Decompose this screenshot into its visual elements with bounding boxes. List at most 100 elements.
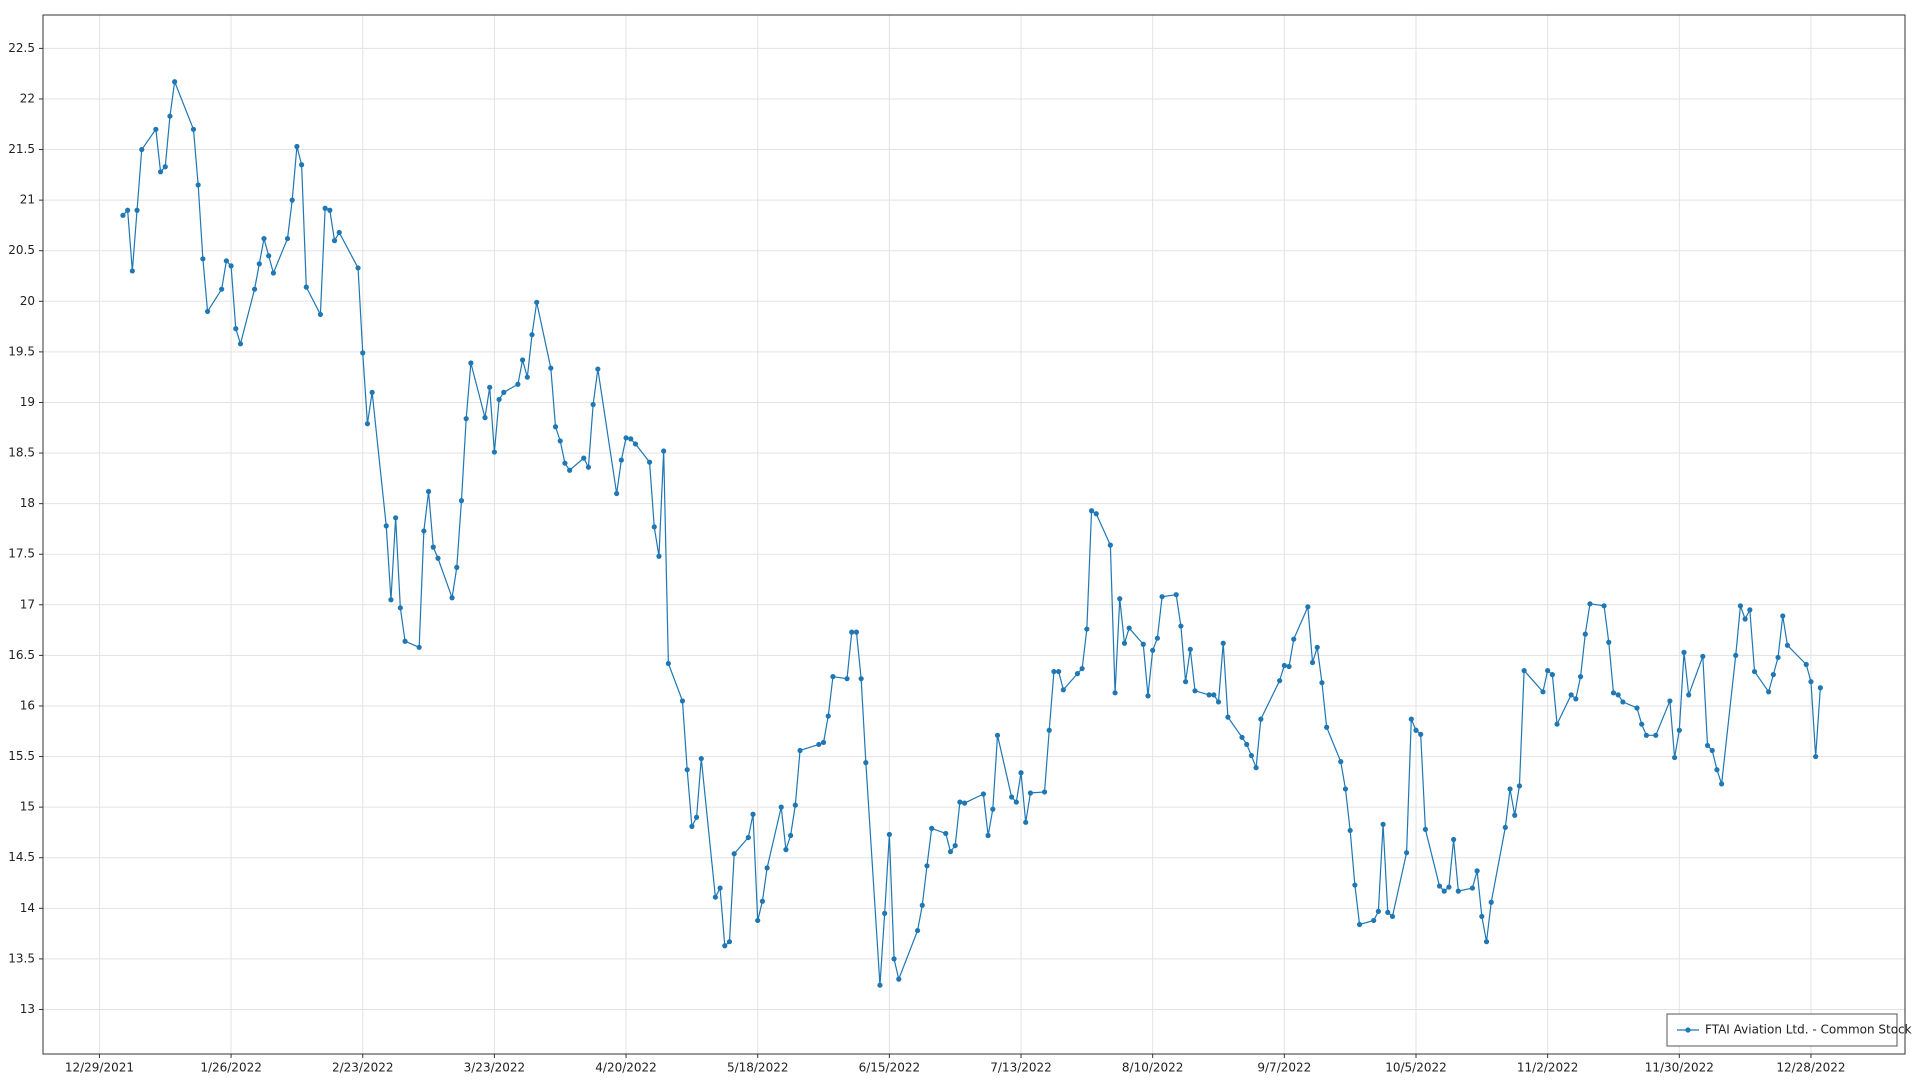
data-point <box>1709 747 1715 754</box>
data-point <box>1060 687 1066 693</box>
data-point <box>463 416 469 422</box>
x-tick-label: 5/18/2022 <box>727 1061 789 1075</box>
data-point <box>830 674 836 680</box>
y-tick-label: 16 <box>20 698 35 712</box>
data-point <box>1027 790 1034 796</box>
data-point <box>1737 603 1744 609</box>
data-point <box>219 286 225 292</box>
data-point <box>1770 672 1776 678</box>
data-point <box>1620 699 1626 705</box>
data-point <box>914 927 921 934</box>
data-point <box>120 212 126 218</box>
data-point <box>1206 692 1212 698</box>
data-point <box>1140 641 1146 647</box>
data-point <box>289 197 295 203</box>
data-point <box>924 863 930 869</box>
data-point <box>632 441 639 447</box>
data-point <box>985 832 991 839</box>
data-point <box>562 460 568 466</box>
y-tick-label: 14.5 <box>8 850 35 864</box>
legend-box <box>1666 1013 1898 1047</box>
data-point <box>628 436 634 442</box>
data-point <box>661 448 667 454</box>
data-point <box>1088 508 1095 514</box>
data-point <box>1742 616 1748 622</box>
data-point <box>1469 885 1476 891</box>
data-point <box>820 739 827 746</box>
data-point <box>1220 640 1226 646</box>
data-point <box>322 205 328 211</box>
data-point <box>844 676 850 682</box>
data-point <box>1582 631 1588 637</box>
data-point <box>1413 727 1419 733</box>
data-point <box>1775 654 1781 661</box>
data-point <box>947 849 954 855</box>
data-point <box>1474 868 1480 874</box>
data-point <box>195 182 201 188</box>
data-point <box>1549 672 1555 678</box>
data-point <box>1667 698 1673 704</box>
data-point <box>167 113 173 119</box>
data-point <box>251 286 258 292</box>
data-point <box>284 235 291 242</box>
y-tick-label: 22.5 <box>8 41 35 55</box>
data-point <box>1112 690 1118 696</box>
data-point <box>458 498 465 504</box>
data-point <box>1784 642 1791 648</box>
x-tick-label: 12/29/2021 <box>65 1061 134 1075</box>
data-point <box>623 435 629 441</box>
data-point <box>651 524 657 530</box>
data-point <box>1380 821 1386 827</box>
data-point <box>693 814 700 820</box>
data-point <box>1587 601 1593 607</box>
data-point <box>1577 674 1584 680</box>
data-point <box>515 381 521 387</box>
data-point <box>1324 724 1330 730</box>
x-tick-label: 10/5/2022 <box>1385 1061 1447 1075</box>
data-point <box>1018 770 1024 776</box>
data-point <box>1117 596 1123 602</box>
data-point <box>1084 626 1090 632</box>
data-point <box>665 660 671 667</box>
data-point <box>421 528 427 534</box>
data-point <box>994 732 1001 738</box>
data-point <box>797 747 803 754</box>
data-point <box>270 270 276 276</box>
data-point <box>1046 727 1052 733</box>
data-point <box>783 847 789 853</box>
data-point <box>552 424 559 430</box>
data-point <box>1182 679 1189 685</box>
data-point <box>614 490 620 497</box>
data-point <box>1502 824 1508 830</box>
data-point <box>1385 909 1391 915</box>
data-point <box>157 169 164 175</box>
legend-swatch-dot <box>1685 1027 1691 1033</box>
data-point <box>134 207 140 213</box>
data-point <box>1244 741 1250 748</box>
data-point <box>731 851 737 857</box>
data-point <box>355 265 361 271</box>
data-point <box>1488 899 1494 905</box>
data-point <box>1676 727 1682 733</box>
data-point <box>454 564 460 570</box>
data-point <box>129 268 135 274</box>
data-point <box>1610 690 1617 696</box>
data-point <box>1079 665 1085 672</box>
data-point <box>1455 888 1461 894</box>
data-point <box>1338 759 1344 765</box>
data-point <box>1540 689 1546 695</box>
data-point <box>1239 734 1245 740</box>
data-point <box>1371 917 1377 924</box>
data-point <box>764 865 770 871</box>
y-tick-label: 18.5 <box>8 446 35 460</box>
data-point <box>1512 812 1518 818</box>
data-point <box>487 384 493 390</box>
data-point <box>1813 753 1819 760</box>
data-point <box>778 804 784 810</box>
data-point <box>1436 883 1443 889</box>
data-point <box>336 229 342 236</box>
data-point <box>299 162 305 168</box>
data-point <box>1714 767 1720 773</box>
data-point <box>1615 692 1621 698</box>
data-point <box>759 898 766 904</box>
